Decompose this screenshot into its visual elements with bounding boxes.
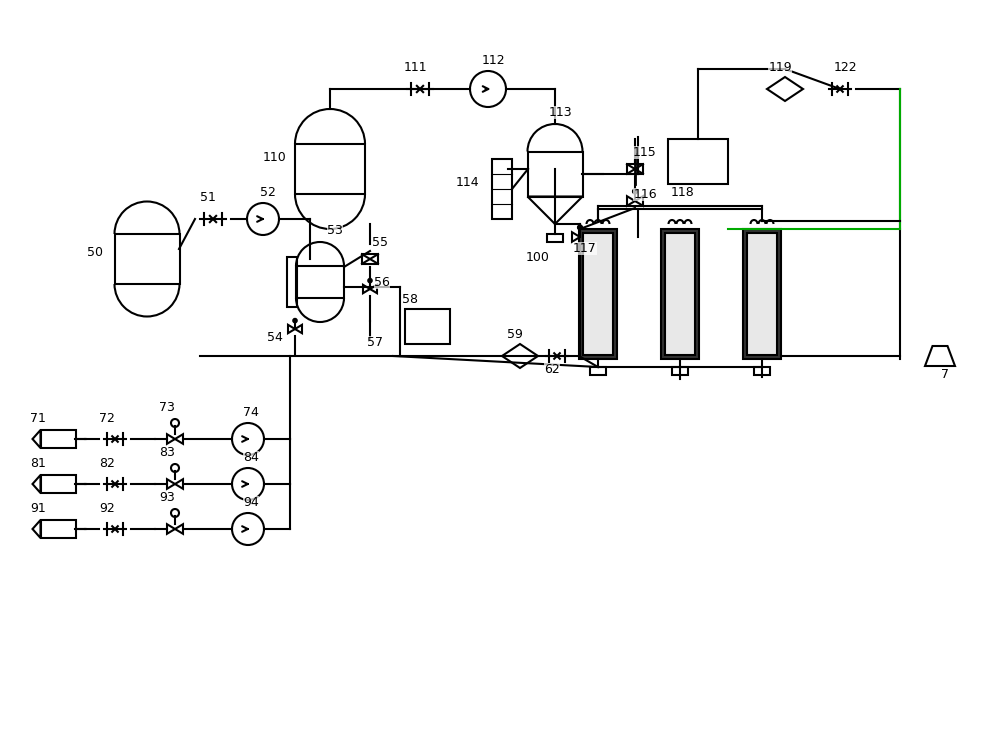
Text: 119: 119 bbox=[768, 61, 792, 74]
Polygon shape bbox=[175, 524, 183, 534]
Bar bbox=[295, 144, 365, 194]
Bar bbox=[405, 309, 450, 344]
Text: 56: 56 bbox=[374, 276, 390, 289]
Bar bbox=[590, 367, 606, 375]
Bar bbox=[668, 139, 728, 184]
Text: 83: 83 bbox=[159, 446, 175, 459]
Bar bbox=[296, 266, 344, 298]
Text: 62: 62 bbox=[544, 363, 560, 376]
Bar bbox=[747, 233, 777, 355]
Polygon shape bbox=[288, 325, 295, 333]
Bar bbox=[114, 234, 180, 284]
Bar bbox=[40, 520, 76, 538]
Polygon shape bbox=[580, 232, 588, 242]
Bar bbox=[661, 229, 699, 359]
Polygon shape bbox=[295, 325, 302, 333]
Text: 52: 52 bbox=[260, 186, 276, 199]
Polygon shape bbox=[370, 285, 377, 293]
Text: 110: 110 bbox=[263, 151, 287, 164]
Polygon shape bbox=[167, 434, 175, 444]
Polygon shape bbox=[167, 479, 175, 489]
Circle shape bbox=[633, 189, 637, 194]
Text: 82: 82 bbox=[99, 457, 115, 470]
Text: 100: 100 bbox=[526, 251, 550, 264]
Bar bbox=[672, 367, 688, 375]
Text: 116: 116 bbox=[633, 188, 657, 201]
Text: 51: 51 bbox=[200, 191, 216, 204]
Polygon shape bbox=[175, 434, 183, 444]
Text: 53: 53 bbox=[327, 224, 343, 237]
Circle shape bbox=[368, 279, 372, 282]
Bar bbox=[665, 233, 695, 355]
Text: 74: 74 bbox=[243, 406, 259, 419]
Text: 81: 81 bbox=[30, 457, 46, 470]
Bar bbox=[579, 229, 617, 359]
Polygon shape bbox=[627, 196, 635, 206]
Bar bbox=[743, 229, 781, 359]
Bar bbox=[40, 430, 76, 448]
Text: 7: 7 bbox=[941, 368, 949, 381]
Bar bbox=[528, 151, 582, 196]
Bar bbox=[627, 164, 643, 174]
Text: 58: 58 bbox=[402, 293, 418, 306]
Bar bbox=[547, 234, 563, 242]
Text: 59: 59 bbox=[507, 328, 523, 341]
Text: 71: 71 bbox=[30, 412, 46, 425]
Text: 111: 111 bbox=[403, 61, 427, 74]
Bar bbox=[754, 367, 770, 375]
Text: 112: 112 bbox=[481, 54, 505, 67]
Text: 114: 114 bbox=[455, 176, 479, 189]
Text: 84: 84 bbox=[243, 451, 259, 464]
Text: 115: 115 bbox=[633, 146, 657, 159]
Bar bbox=[362, 254, 378, 264]
Text: 50: 50 bbox=[87, 246, 103, 259]
Text: 91: 91 bbox=[30, 502, 46, 515]
Circle shape bbox=[578, 225, 582, 230]
Bar bbox=[492, 159, 512, 219]
Text: 118: 118 bbox=[671, 186, 695, 199]
Bar bbox=[583, 233, 613, 355]
Bar bbox=[747, 233, 777, 355]
Text: 122: 122 bbox=[833, 61, 857, 74]
Bar bbox=[287, 257, 297, 307]
Polygon shape bbox=[175, 479, 183, 489]
Text: 57: 57 bbox=[367, 336, 383, 349]
Text: 92: 92 bbox=[99, 502, 115, 515]
Text: 93: 93 bbox=[159, 491, 175, 504]
Text: 117: 117 bbox=[573, 242, 597, 255]
Text: 55: 55 bbox=[372, 236, 388, 249]
Polygon shape bbox=[167, 524, 175, 534]
Bar bbox=[665, 233, 695, 355]
Bar bbox=[40, 475, 76, 493]
Text: 113: 113 bbox=[548, 106, 572, 119]
Text: 73: 73 bbox=[159, 401, 175, 414]
Circle shape bbox=[293, 318, 297, 323]
Polygon shape bbox=[572, 232, 580, 242]
Text: 54: 54 bbox=[267, 331, 283, 344]
Polygon shape bbox=[635, 196, 643, 206]
Text: 94: 94 bbox=[243, 496, 259, 509]
Text: 72: 72 bbox=[99, 412, 115, 425]
Bar bbox=[583, 233, 613, 355]
Polygon shape bbox=[363, 285, 370, 293]
